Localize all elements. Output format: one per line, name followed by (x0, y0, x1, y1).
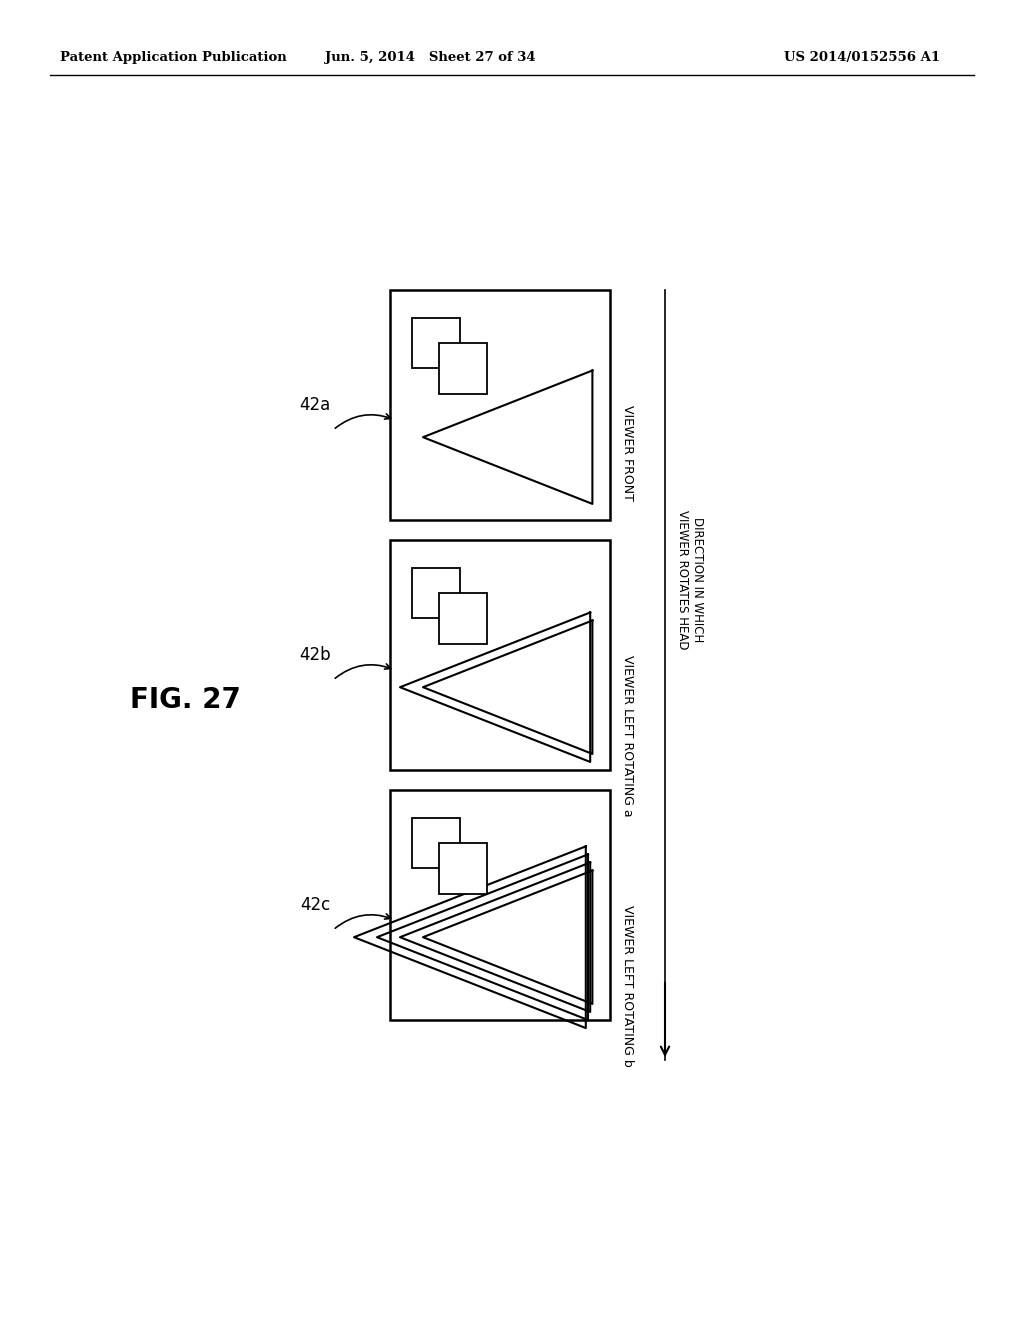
Text: Jun. 5, 2014   Sheet 27 of 34: Jun. 5, 2014 Sheet 27 of 34 (325, 51, 536, 65)
Text: 42b: 42b (299, 645, 331, 664)
Bar (438, 343, 487, 393)
Bar (390, 290, 610, 520)
Bar (390, 540, 610, 770)
Text: Patent Application Publication: Patent Application Publication (60, 51, 287, 65)
Bar (412, 817, 461, 869)
Text: VIEWER FRONT: VIEWER FRONT (622, 405, 635, 500)
Bar (438, 593, 487, 644)
Bar (390, 789, 610, 1020)
Text: US 2014/0152556 A1: US 2014/0152556 A1 (784, 51, 940, 65)
Bar (412, 318, 461, 368)
Text: DIRECTION IN WHICH
VIEWER ROTATES HEAD: DIRECTION IN WHICH VIEWER ROTATES HEAD (676, 511, 705, 649)
Text: 42a: 42a (299, 396, 331, 414)
Bar (438, 843, 487, 894)
Text: FIG. 27: FIG. 27 (130, 686, 241, 714)
Bar (412, 568, 461, 618)
Text: 42c: 42c (300, 896, 330, 913)
Text: VIEWER LEFT ROTATING a: VIEWER LEFT ROTATING a (622, 655, 635, 817)
Text: VIEWER LEFT ROTATING b: VIEWER LEFT ROTATING b (622, 906, 635, 1067)
